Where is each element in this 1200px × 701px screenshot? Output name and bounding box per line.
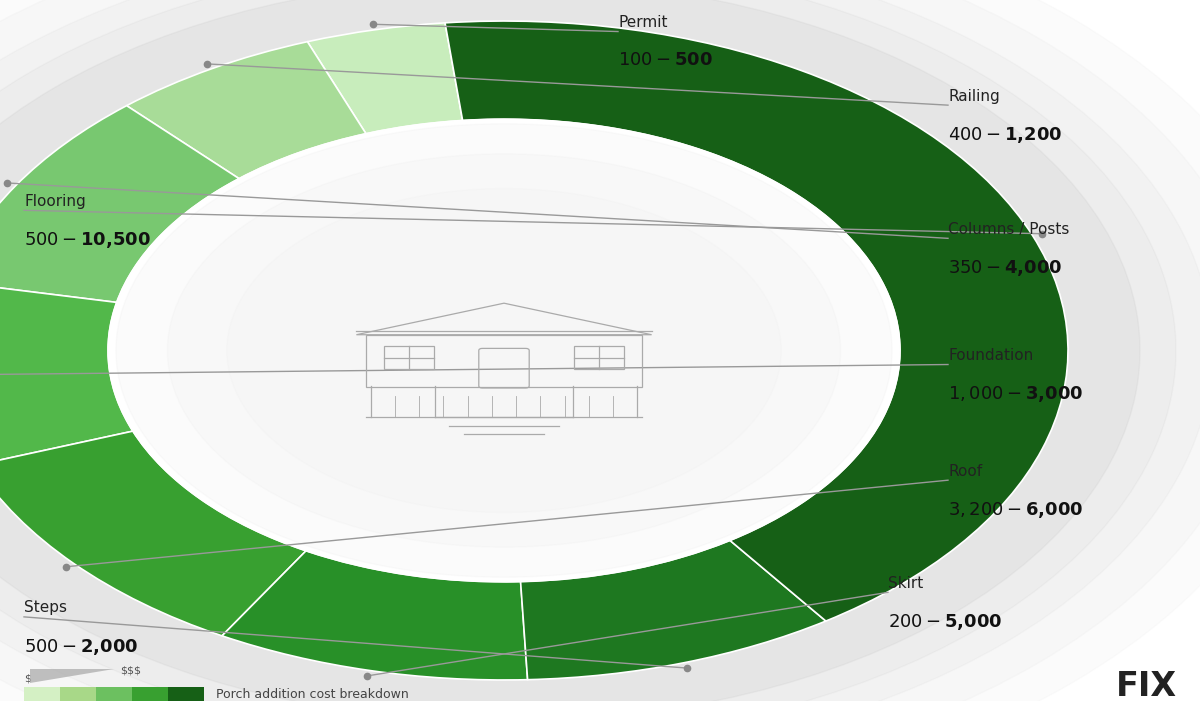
Text: $3,200 - $6,000: $3,200 - $6,000 xyxy=(948,500,1084,520)
Text: Foundation: Foundation xyxy=(948,348,1033,363)
Text: Roof: Roof xyxy=(948,464,982,479)
Bar xyxy=(24,687,60,701)
Text: $500 - $2,000: $500 - $2,000 xyxy=(24,637,138,657)
Wedge shape xyxy=(0,431,306,636)
Circle shape xyxy=(0,0,1140,701)
Bar xyxy=(132,687,168,701)
Text: Permit: Permit xyxy=(618,15,667,30)
Text: FIX: FIX xyxy=(1116,670,1177,701)
Text: $500 - $10,500: $500 - $10,500 xyxy=(24,230,151,250)
Text: $1,000 - $3,000: $1,000 - $3,000 xyxy=(948,384,1084,404)
Text: $400 - $1,200: $400 - $1,200 xyxy=(948,125,1062,145)
Bar xyxy=(60,687,96,701)
Text: $200 - $5,000: $200 - $5,000 xyxy=(888,612,1002,632)
Text: $100 - $500: $100 - $500 xyxy=(618,51,713,69)
Text: Steps: Steps xyxy=(24,601,67,615)
Polygon shape xyxy=(30,669,114,683)
Bar xyxy=(96,687,132,701)
Bar xyxy=(168,687,204,701)
Wedge shape xyxy=(521,540,826,680)
Wedge shape xyxy=(222,551,528,680)
Text: Columns / Posts: Columns / Posts xyxy=(948,222,1069,237)
Wedge shape xyxy=(307,23,463,134)
Text: Flooring: Flooring xyxy=(24,194,85,209)
Text: Skirt: Skirt xyxy=(888,576,923,591)
Wedge shape xyxy=(445,21,1068,621)
Text: $350 - $4,000: $350 - $4,000 xyxy=(948,258,1062,278)
Wedge shape xyxy=(127,41,366,179)
Text: Railing: Railing xyxy=(948,89,1000,104)
Text: Porch addition cost breakdown: Porch addition cost breakdown xyxy=(216,688,409,701)
Wedge shape xyxy=(0,282,133,465)
Circle shape xyxy=(108,119,900,582)
Circle shape xyxy=(116,124,892,577)
Text: $$$: $$$ xyxy=(120,666,142,676)
Wedge shape xyxy=(0,106,239,302)
Text: $: $ xyxy=(24,674,31,683)
Circle shape xyxy=(167,154,840,547)
